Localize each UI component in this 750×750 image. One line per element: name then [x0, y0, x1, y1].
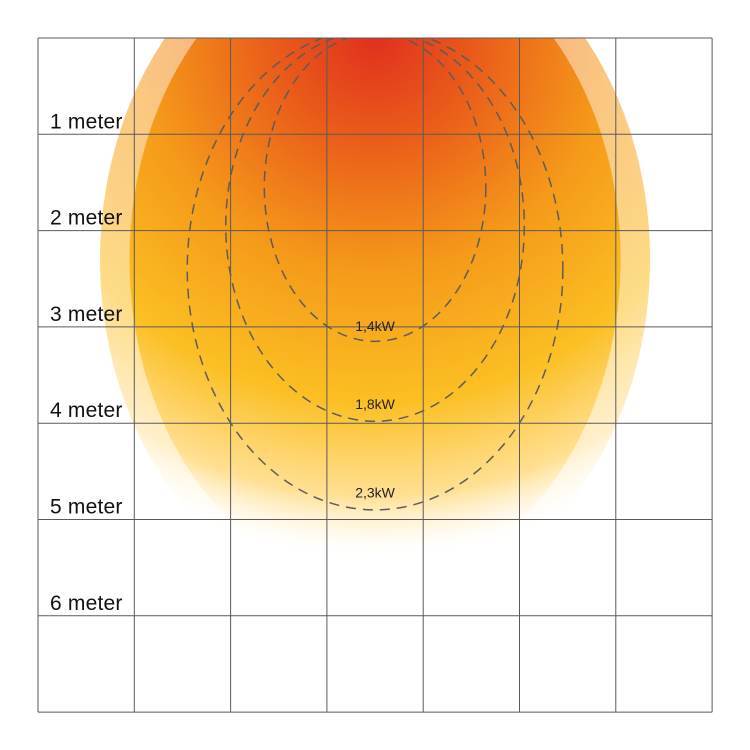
row-label: 3 meter — [50, 303, 123, 326]
row-label: 1 meter — [50, 110, 123, 133]
contour-label: 1,4kW — [355, 318, 395, 334]
contour-label: 2,3kW — [355, 484, 395, 500]
row-label: 2 meter — [50, 207, 123, 230]
heat-gradient-layer — [100, 0, 650, 603]
row-label: 4 meter — [50, 399, 123, 422]
row-label: 6 meter — [50, 592, 123, 615]
diagram-svg: 1 meter 2 meter 3 meter 4 meter 5 meter 6 met… — [0, 0, 750, 750]
heat-spread-diagram: 1 meter 2 meter 3 meter 4 meter 5 meter 6 met… — [0, 0, 750, 750]
contour-label: 1,8kW — [355, 396, 395, 412]
row-label: 5 meter — [50, 496, 123, 519]
